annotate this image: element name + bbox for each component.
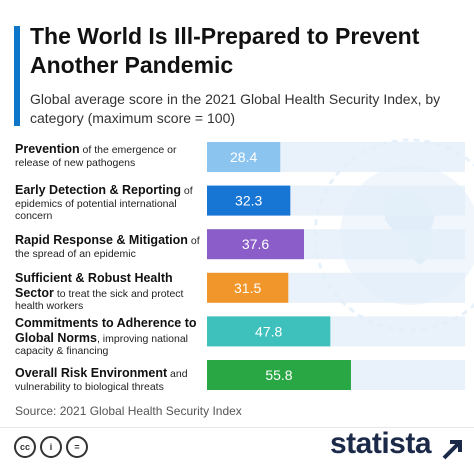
- statista-logo[interactable]: statista: [330, 427, 432, 460]
- source-note: Source: 2021 Global Health Security Inde…: [15, 404, 242, 418]
- bar-value-label: 32.3: [235, 193, 262, 209]
- bar-2: [207, 185, 291, 216]
- category-label-description: of the spread of an epidemic: [15, 235, 200, 260]
- category-label-title: Sufficient & Robust Health Sector: [15, 271, 173, 300]
- category-label-title: Rapid Response & Mitigation: [15, 233, 188, 247]
- bar-chart: 28.4 32.3 37.6 31.5 47.8 55.8: [207, 138, 474, 390]
- category-label: Sufficient & Robust Health Sector to tre…: [15, 271, 205, 313]
- category-label-description: and vulnerability to biological threats: [15, 368, 188, 393]
- footer-divider: [0, 427, 474, 428]
- bar-6: [207, 360, 351, 390]
- bar-value-label: 55.8: [265, 367, 292, 383]
- bar-3: [207, 229, 305, 260]
- category-label: Early Detection & Reporting of epidemics…: [15, 183, 205, 223]
- category-label-title: Early Detection & Reporting: [15, 183, 181, 197]
- category-label: Rapid Response & Mitigation of the sprea…: [15, 233, 205, 260]
- bar-value-label: 28.4: [230, 149, 257, 165]
- category-label: Overall Risk Environment and vulnerabili…: [15, 366, 205, 393]
- category-label-title: Prevention: [15, 142, 80, 156]
- no-derivatives-icon[interactable]: =: [66, 436, 88, 458]
- category-label-description: of epidemics of potential international …: [15, 185, 193, 222]
- category-label-description: , improving national capacity & financin…: [15, 332, 189, 358]
- bar-value-label: 31.5: [234, 280, 261, 296]
- category-label-title: Commitments to Adherence to Global Norms: [15, 316, 197, 345]
- category-label-description: to treat the sick and protect health wor…: [15, 287, 184, 313]
- bar-1: [207, 142, 281, 172]
- bar-value-label: 37.6: [242, 236, 269, 252]
- bar-value-label: 47.8: [255, 323, 282, 339]
- statista-logo-arrow-icon: [442, 440, 462, 460]
- bar-4: [207, 272, 289, 303]
- creative-commons-icon[interactable]: cc: [14, 436, 36, 458]
- category-label-title: Overall Risk Environment: [15, 366, 168, 380]
- chart-title: The World Is Ill-Prepared to Prevent Ano…: [30, 23, 420, 78]
- attribution-icon[interactable]: i: [40, 436, 62, 458]
- category-label-description: of the emergence or release of new patho…: [15, 144, 177, 169]
- title-accent-bar: [14, 26, 20, 126]
- bar-5: [207, 316, 331, 347]
- category-label: Commitments to Adherence to Global Norms…: [15, 316, 205, 358]
- chart-subtitle: Global average score in the 2021 Global …: [30, 91, 441, 126]
- category-label: Prevention of the emergence or release o…: [15, 142, 205, 169]
